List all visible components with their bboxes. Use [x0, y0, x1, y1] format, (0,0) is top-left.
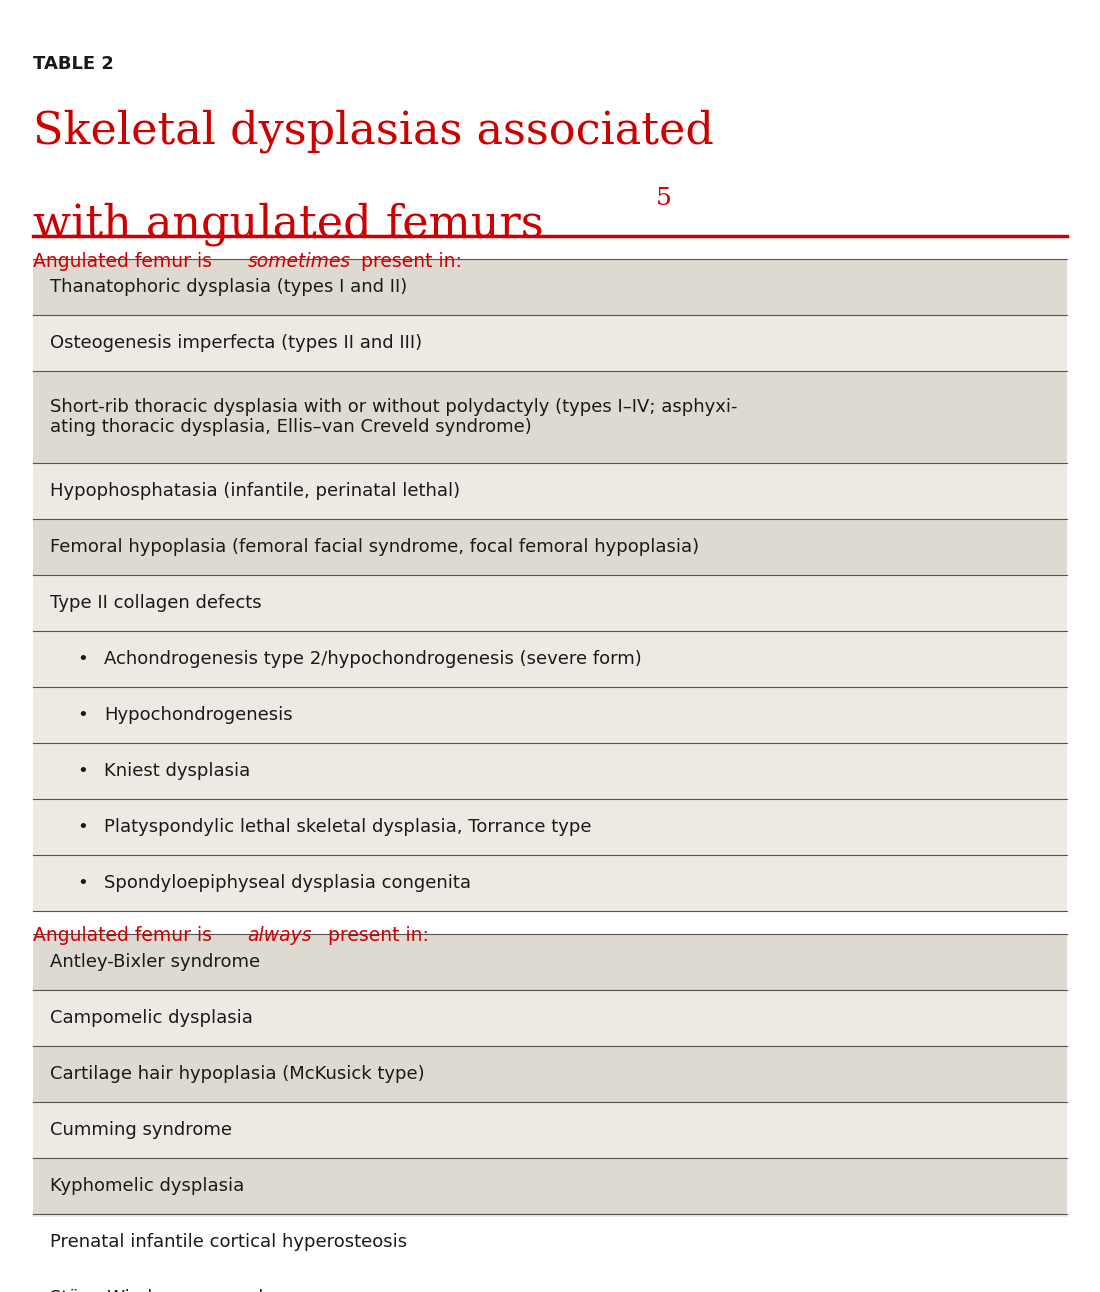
- Text: with angulated femurs: with angulated femurs: [33, 202, 543, 245]
- Bar: [33, 1213, 1067, 1270]
- Text: Stüve-Wiedemann syndrome: Stüve-Wiedemann syndrome: [50, 1288, 309, 1292]
- Text: Kyphomelic dysplasia: Kyphomelic dysplasia: [50, 1177, 244, 1195]
- Bar: [33, 260, 1067, 315]
- Text: •: •: [77, 761, 88, 779]
- Bar: [33, 1045, 1067, 1102]
- Text: Platyspondylic lethal skeletal dysplasia, Torrance type: Platyspondylic lethal skeletal dysplasia…: [104, 818, 592, 836]
- Text: present in:: present in:: [322, 926, 429, 946]
- Text: Prenatal infantile cortical hyperosteosis: Prenatal infantile cortical hyperosteosi…: [50, 1233, 407, 1251]
- Text: Cumming syndrome: Cumming syndrome: [50, 1120, 231, 1138]
- Bar: [33, 315, 1067, 371]
- Bar: [33, 1158, 1067, 1213]
- Text: Achondrogenesis type 2/hypochondrogenesis (severe form): Achondrogenesis type 2/hypochondrogenesi…: [104, 650, 642, 668]
- Text: Angulated femur is: Angulated femur is: [33, 252, 218, 271]
- Text: Kniest dysplasia: Kniest dysplasia: [104, 761, 251, 779]
- Bar: [33, 798, 1067, 854]
- Bar: [33, 1270, 1067, 1292]
- Text: •: •: [77, 650, 88, 668]
- Text: Femoral hypoplasia (femoral facial syndrome, focal femoral hypoplasia): Femoral hypoplasia (femoral facial syndr…: [50, 537, 698, 556]
- Bar: [33, 371, 1067, 463]
- Text: Hypophosphatasia (infantile, perinatal lethal): Hypophosphatasia (infantile, perinatal l…: [50, 482, 460, 500]
- Bar: [33, 518, 1067, 575]
- Text: 5: 5: [656, 187, 671, 211]
- Bar: [33, 1102, 1067, 1158]
- Text: Type II collagen defects: Type II collagen defects: [50, 593, 261, 611]
- Text: always: always: [248, 926, 312, 946]
- Text: Short-rib thoracic dysplasia with or without polydactyly (types I–IV; asphyxi-
a: Short-rib thoracic dysplasia with or wit…: [50, 398, 737, 437]
- Text: •: •: [77, 873, 88, 891]
- Text: Osteogenesis imperfecta (types II and III): Osteogenesis imperfecta (types II and II…: [50, 335, 421, 353]
- Text: Cartilage hair hypoplasia (McKusick type): Cartilage hair hypoplasia (McKusick type…: [50, 1065, 425, 1083]
- Text: present in:: present in:: [355, 252, 462, 271]
- Bar: [33, 575, 1067, 630]
- Text: Hypochondrogenesis: Hypochondrogenesis: [104, 705, 293, 724]
- Text: Thanatophoric dysplasia (types I and II): Thanatophoric dysplasia (types I and II): [50, 278, 407, 296]
- Text: Spondyloepiphyseal dysplasia congenita: Spondyloepiphyseal dysplasia congenita: [104, 873, 472, 891]
- Bar: [33, 934, 1067, 990]
- Bar: [33, 686, 1067, 743]
- Text: Skeletal dysplasias associated: Skeletal dysplasias associated: [33, 110, 714, 154]
- Bar: [33, 463, 1067, 518]
- Bar: [33, 854, 1067, 911]
- Text: Angulated femur is: Angulated femur is: [33, 926, 218, 946]
- Bar: [33, 743, 1067, 798]
- Text: Campomelic dysplasia: Campomelic dysplasia: [50, 1009, 252, 1027]
- Bar: [33, 990, 1067, 1045]
- Text: sometimes: sometimes: [248, 252, 351, 271]
- Text: TABLE 2: TABLE 2: [33, 54, 114, 72]
- Text: Antley-Bixler syndrome: Antley-Bixler syndrome: [50, 952, 260, 970]
- Bar: [33, 630, 1067, 686]
- Text: •: •: [77, 818, 88, 836]
- Text: •: •: [77, 705, 88, 724]
